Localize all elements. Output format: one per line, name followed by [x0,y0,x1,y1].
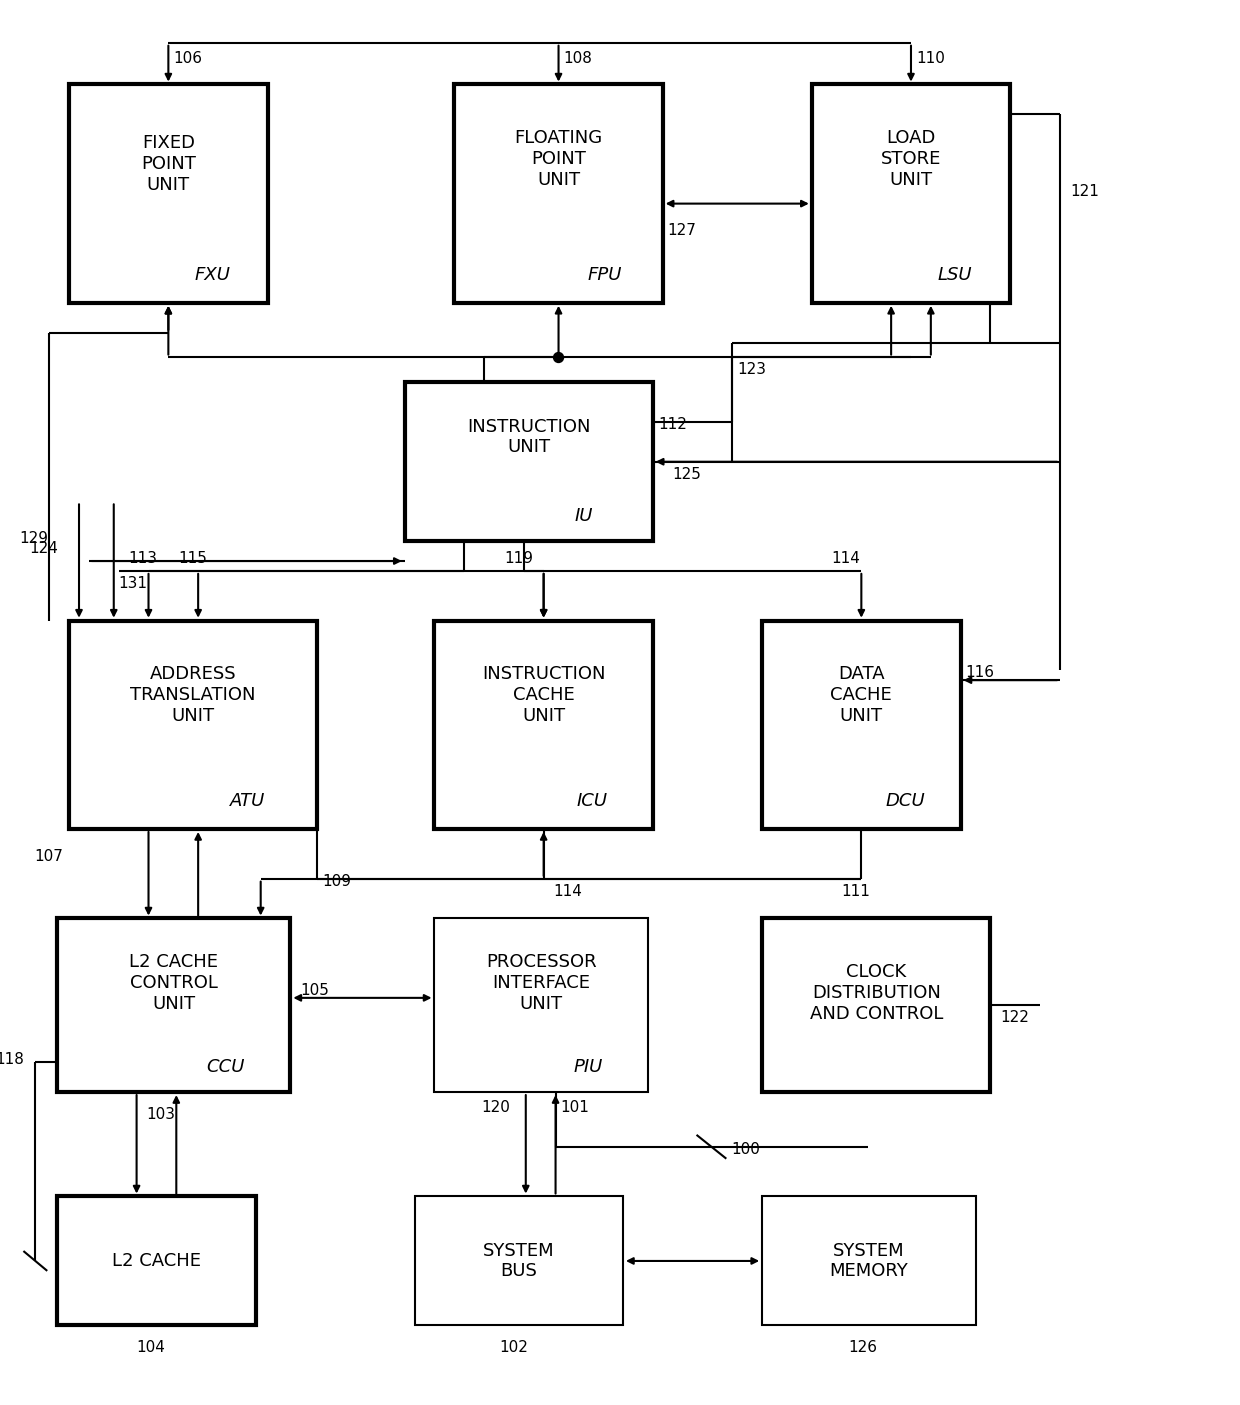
Text: SYSTEM
BUS: SYSTEM BUS [484,1242,554,1280]
Text: DATA
CACHE
UNIT: DATA CACHE UNIT [831,665,893,725]
Text: L2 CACHE
CONTROL
UNIT: L2 CACHE CONTROL UNIT [129,953,218,1013]
Text: 116: 116 [966,666,994,680]
Bar [404,382,652,541]
Bar [69,84,268,303]
Text: FPU: FPU [588,266,621,284]
Text: 120: 120 [481,1100,510,1116]
Text: ATU: ATU [231,792,265,811]
Text: 123: 123 [738,362,766,378]
Text: INSTRUCTION
CACHE
UNIT: INSTRUCTION CACHE UNIT [482,665,605,725]
Text: L2 CACHE: L2 CACHE [112,1252,201,1270]
Text: 122: 122 [1001,1010,1029,1024]
Text: 121: 121 [1070,184,1099,198]
Bar [434,621,652,829]
Text: DCU: DCU [885,792,925,811]
Text: 114: 114 [553,884,583,899]
Text: ICU: ICU [577,792,608,811]
Text: 105: 105 [300,983,330,998]
Bar [69,621,317,829]
Text: FXU: FXU [195,266,229,284]
Text: SYSTEM
MEMORY: SYSTEM MEMORY [830,1242,908,1280]
Circle shape [553,353,563,362]
Text: 115: 115 [179,551,207,566]
Text: 127: 127 [668,223,697,239]
Text: 101: 101 [560,1100,589,1116]
Text: 109: 109 [322,874,351,889]
Text: 114: 114 [832,551,861,566]
Text: 108: 108 [563,51,593,66]
Bar [763,1197,976,1325]
Text: CCU: CCU [206,1058,244,1076]
Text: 112: 112 [657,417,687,433]
Text: PIU: PIU [573,1058,603,1076]
Text: LSU: LSU [937,266,972,284]
Text: 126: 126 [848,1340,878,1356]
Bar [57,919,290,1092]
Text: 104: 104 [136,1340,165,1356]
Text: LOAD
STORE
UNIT: LOAD STORE UNIT [880,129,941,188]
Text: INSTRUCTION
UNIT: INSTRUCTION UNIT [467,417,590,457]
Bar [812,84,1011,303]
Text: 107: 107 [35,849,63,864]
Text: 110: 110 [916,51,945,66]
Text: 103: 103 [146,1107,176,1123]
Text: 100: 100 [732,1142,760,1156]
Bar [414,1197,622,1325]
Text: 131: 131 [119,576,148,592]
Text: 102: 102 [498,1340,528,1356]
Text: 111: 111 [842,884,870,899]
Text: IU: IU [574,507,593,525]
Text: 125: 125 [673,466,702,482]
Text: 106: 106 [174,51,202,66]
Text: 119: 119 [503,551,533,566]
Text: FLOATING
POINT
UNIT: FLOATING POINT UNIT [515,129,603,188]
Text: PROCESSOR
INTERFACE
UNIT: PROCESSOR INTERFACE UNIT [486,953,596,1013]
Bar [434,919,647,1092]
Text: FIXED
POINT
UNIT: FIXED POINT UNIT [141,133,196,194]
Text: 113: 113 [129,551,157,566]
Bar [763,919,991,1092]
Text: 124: 124 [30,541,58,556]
Text: ADDRESS
TRANSLATION
UNIT: ADDRESS TRANSLATION UNIT [130,665,255,725]
Bar [763,621,961,829]
Text: 129: 129 [20,531,48,547]
Bar [57,1197,255,1325]
Bar [454,84,663,303]
Text: CLOCK
DISTRIBUTION
AND CONTROL: CLOCK DISTRIBUTION AND CONTROL [810,962,942,1023]
Text: 118: 118 [0,1052,25,1068]
